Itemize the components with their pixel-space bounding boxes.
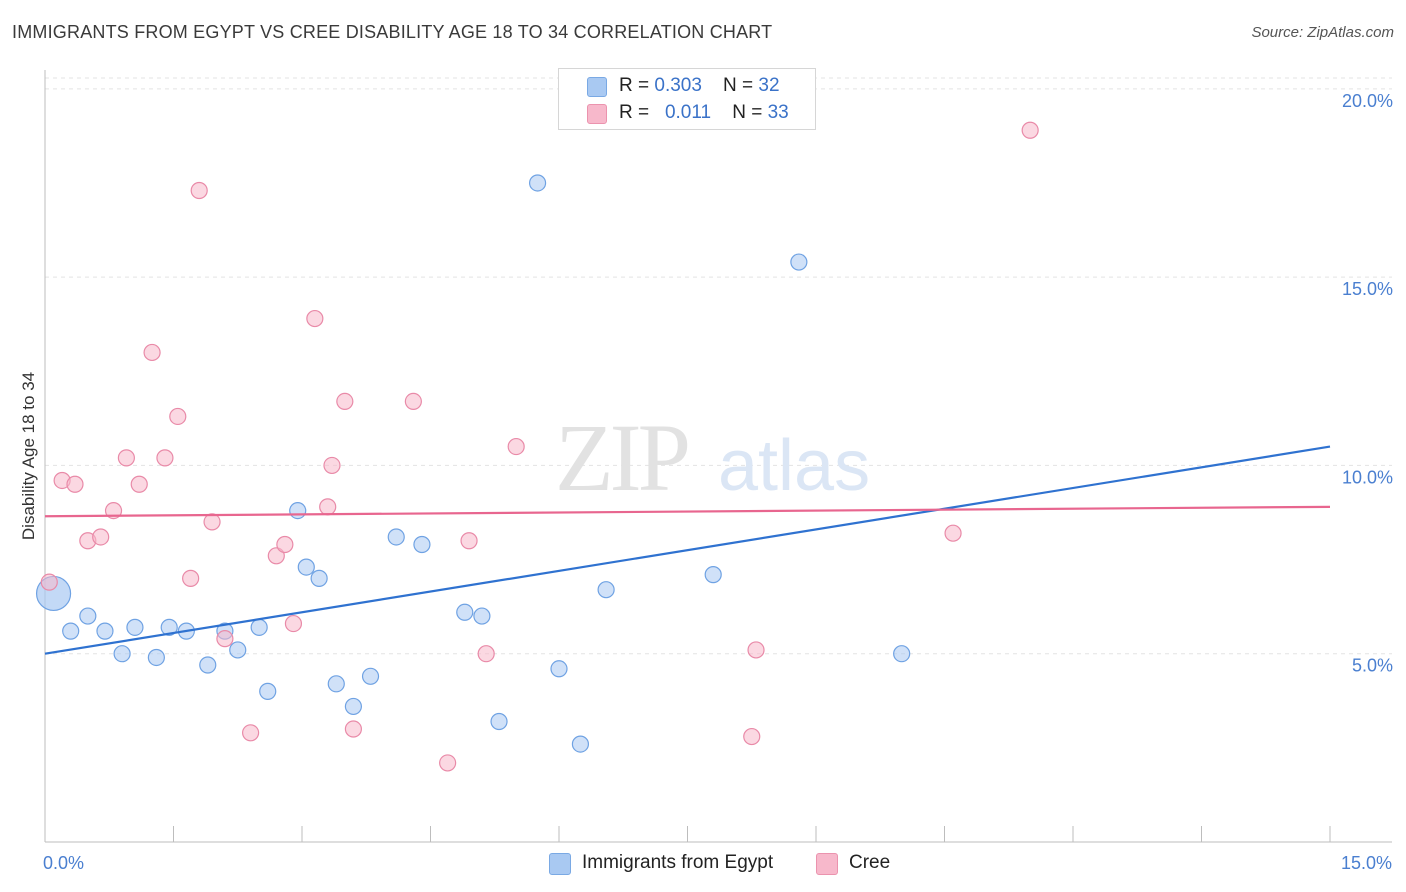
legend-text-egypt: R = 0.303 N = 32: [619, 75, 780, 97]
bottom-legend-label-egypt: Immigrants from Egypt: [582, 852, 774, 873]
watermark-atlas: atlas: [718, 426, 870, 506]
legend: R = 0.303 N = 32 R = 0.011 N = 33: [558, 68, 816, 130]
legend-n-label: N =: [723, 75, 759, 96]
y-axis-label: Disability Age 18 to 34: [19, 372, 38, 540]
legend-r-label: R =: [619, 75, 655, 96]
legend-n-value-egypt: 32: [758, 75, 780, 96]
egypt-point: [229, 641, 247, 659]
cree-point: [66, 475, 84, 493]
source-note: Source: ZipAtlas.com: [1251, 24, 1394, 41]
legend-n-label: N =: [732, 102, 768, 123]
egypt-point: [361, 667, 380, 685]
data-points: [35, 121, 1039, 772]
y-tick-label: 15.0%: [1342, 279, 1393, 299]
cree-point: [743, 727, 761, 746]
egypt-point: [597, 581, 615, 599]
cree-point: [242, 724, 260, 742]
egypt-point: [160, 618, 178, 636]
cree-point: [404, 392, 422, 410]
cree-point: [747, 641, 765, 659]
cree-point: [944, 524, 962, 542]
cree-point: [460, 532, 478, 550]
egypt-point: [199, 656, 217, 674]
egypt-point: [790, 253, 808, 271]
cree-point: [104, 502, 123, 520]
egypt-trend-line: [44, 445, 1331, 655]
cree-point: [336, 392, 354, 410]
grid-lines: [45, 77, 1392, 655]
watermark: ZIP atlas: [555, 404, 870, 511]
x-ticks: [44, 826, 1331, 842]
cree-point: [276, 535, 294, 554]
cree-point: [40, 573, 58, 591]
axes: [44, 70, 1392, 843]
bottom-legend-swatch-cree: [816, 853, 838, 875]
cree-point: [203, 513, 221, 531]
y-tick-labels: 5.0% 10.0% 15.0% 20.0%: [1342, 91, 1393, 676]
egypt-point: [126, 618, 144, 636]
cree-point: [117, 449, 135, 467]
bottom-legend-label-cree: Cree: [849, 852, 891, 873]
cree-point: [130, 475, 148, 493]
cree-point: [182, 569, 200, 587]
y-tick-label: 20.0%: [1342, 91, 1393, 111]
cree-point: [267, 547, 285, 565]
egypt-point: [387, 528, 405, 546]
cree-point: [323, 456, 341, 475]
y-tick-label: 10.0%: [1342, 467, 1393, 487]
egypt-point: [289, 502, 307, 520]
cree-trend-line: [44, 505, 1331, 518]
cree-point: [477, 645, 495, 663]
egypt-point: [79, 607, 97, 625]
cree-point: [284, 614, 303, 633]
y-tick-label: 5.0%: [1352, 656, 1393, 676]
egypt-point: [893, 645, 911, 663]
cree-point: [143, 343, 161, 362]
egypt-point: [96, 622, 114, 640]
egypt-point: [62, 622, 80, 640]
egypt-point: [259, 682, 277, 700]
cree-point: [344, 720, 362, 738]
cree-point: [190, 181, 208, 200]
egypt-point: [297, 558, 315, 576]
cree-point: [169, 407, 187, 426]
cree-point: [439, 754, 457, 772]
egypt-point: [473, 607, 491, 625]
egypt-point: [456, 603, 474, 621]
egypt-point: [250, 618, 268, 636]
egypt-point: [344, 697, 362, 716]
bottom-legend-swatch-egypt: [549, 853, 571, 875]
x-tick-label-min: 0.0%: [43, 853, 84, 873]
cree-point: [156, 449, 174, 467]
egypt-point: [310, 569, 328, 587]
legend-swatch-cree: [587, 104, 607, 124]
egypt-point: [327, 675, 345, 693]
legend-r-label: R =: [619, 102, 655, 123]
cree-point: [319, 498, 337, 516]
cree-point: [306, 309, 324, 328]
egypt-point: [490, 712, 508, 731]
cree-point: [1021, 121, 1039, 139]
legend-r-value-cree: 0.011: [664, 102, 712, 123]
trend-lines: [44, 445, 1331, 655]
chart-title: IMMIGRANTS FROM EGYPT VS CREE DISABILITY…: [12, 22, 773, 42]
cree-point: [92, 528, 110, 546]
legend-r-value-egypt: 0.303: [654, 75, 702, 96]
cree-point: [507, 437, 525, 456]
egypt-point: [571, 735, 590, 753]
watermark-zip: ZIP: [555, 404, 688, 511]
x-tick-label-max: 15.0%: [1341, 853, 1392, 873]
egypt-point: [147, 648, 165, 667]
egypt-point: [704, 566, 722, 584]
egypt-point: [113, 645, 131, 663]
egypt-point: [413, 535, 431, 554]
legend-swatch-egypt: [587, 77, 607, 97]
legend-n-value-cree: 33: [767, 102, 789, 123]
cree-point: [216, 630, 234, 648]
legend-text-cree: R = 0.011 N = 33: [619, 102, 789, 124]
egypt-point: [550, 660, 568, 678]
egypt-point: [528, 174, 547, 192]
